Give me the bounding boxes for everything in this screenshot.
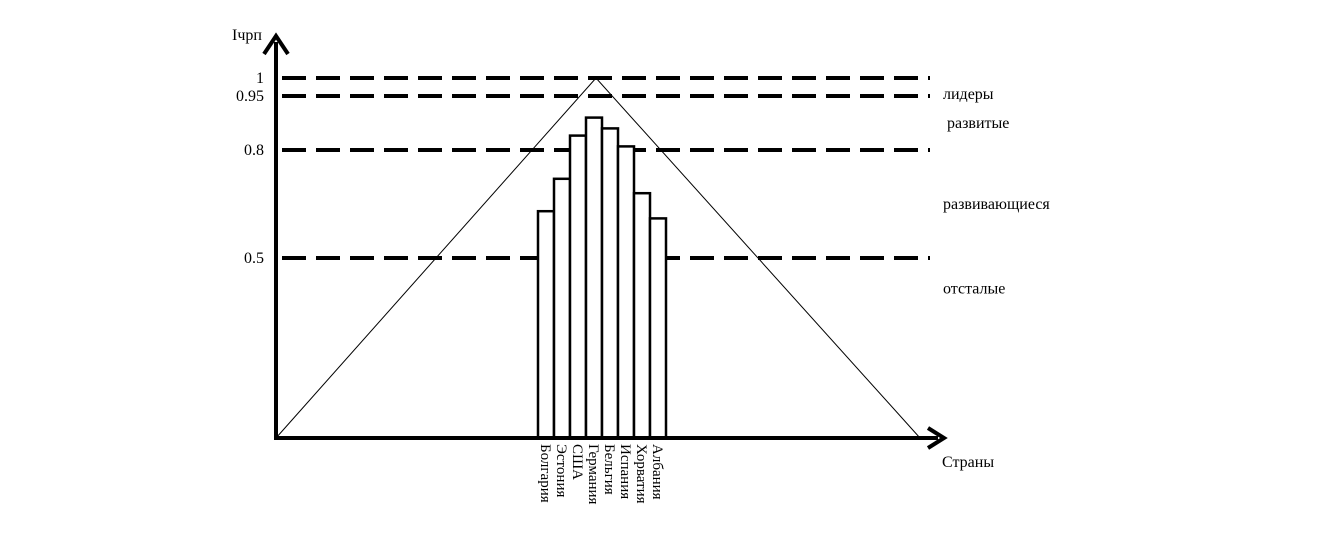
zone-label-3: отсталые [943, 281, 1005, 298]
y-axis-label: Iчрп [232, 27, 262, 44]
y-tick-label-3: 0.5 [244, 250, 264, 267]
x-axis-label: Страны [942, 454, 994, 471]
category-label-0: Болгария [537, 444, 553, 503]
bar-1 [552, 177, 572, 440]
triangle-envelope [275, 77, 921, 439]
zone-label-1: развитые [947, 115, 1009, 132]
category-labels: Болгария Эстония США Германия Бельгия Испания… [537, 444, 665, 505]
category-label-5: Испания [617, 444, 633, 499]
category-label-4: Бельгия [601, 444, 617, 495]
zone-labels: лидеры развитые развивающиеся отсталые [943, 86, 1050, 297]
bar-4 [600, 127, 620, 440]
bar-2 [568, 134, 588, 440]
category-label-7: Албания [649, 444, 665, 500]
y-tick-label-1: 0.95 [236, 88, 264, 105]
zone-label-2: развивающиеся [943, 196, 1050, 213]
bar-7 [648, 217, 668, 440]
bar-6 [632, 191, 652, 440]
category-label-2: США [569, 444, 585, 480]
zone-label-0: лидеры [943, 86, 994, 103]
triangle-line [275, 77, 921, 439]
y-tick-label-2: 0.8 [244, 142, 264, 159]
y-axis-arrow [262, 32, 290, 56]
y-tick-label-0: 1 [256, 70, 264, 87]
category-label-3: Германия [585, 444, 601, 505]
bar-5 [616, 145, 636, 440]
bars [536, 116, 668, 440]
x-axis-arrow [926, 426, 948, 450]
axes [262, 32, 948, 450]
bar-0 [536, 209, 556, 440]
bar-3 [584, 116, 604, 440]
y-tick-labels: 10.95 0.8 0.5 [236, 70, 264, 267]
category-label-1: Эстония [553, 444, 569, 497]
category-label-6: Хорватия [633, 444, 649, 504]
